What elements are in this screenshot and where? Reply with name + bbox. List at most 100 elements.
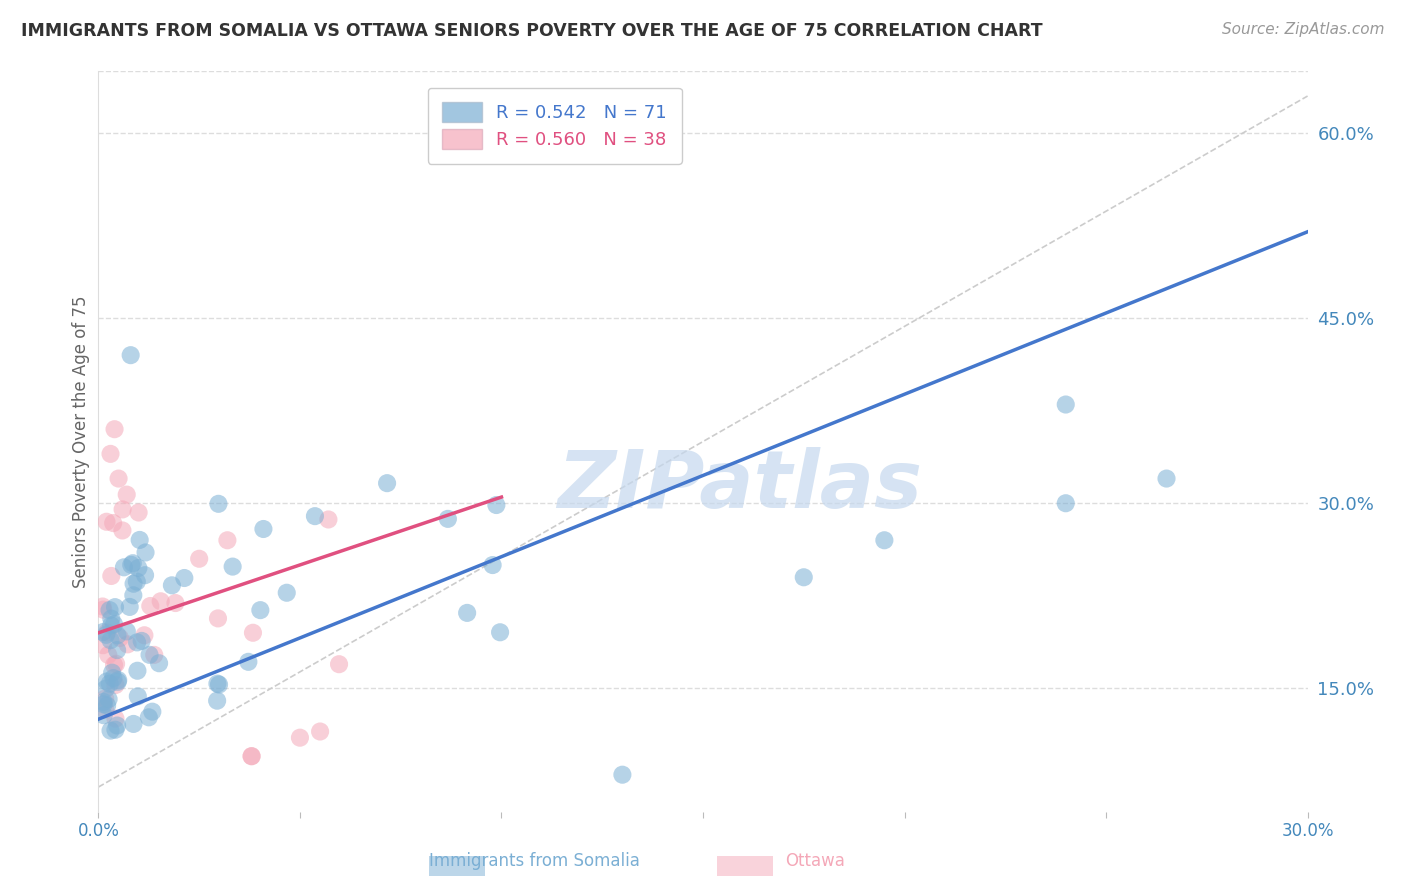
Point <box>97 648 120 662</box>
Point <box>103 422 125 436</box>
Point <box>111 524 134 538</box>
Point <box>105 643 128 657</box>
Point <box>103 658 125 673</box>
Point <box>93 698 115 712</box>
Point <box>131 634 153 648</box>
Point <box>103 671 125 685</box>
Point <box>143 648 166 662</box>
Text: Ottawa: Ottawa <box>786 852 845 870</box>
Point <box>107 628 129 642</box>
Point <box>165 596 187 610</box>
Point <box>1054 398 1077 412</box>
Text: ZIPatlas: ZIPatlas <box>557 447 922 525</box>
Point <box>100 447 122 461</box>
Point <box>91 602 114 616</box>
Point <box>107 673 129 687</box>
Point <box>138 710 160 724</box>
Point <box>104 678 127 692</box>
Point <box>105 718 128 732</box>
Point <box>112 560 135 574</box>
Point <box>93 695 115 709</box>
Point <box>101 516 124 530</box>
Point <box>240 749 263 764</box>
Point <box>100 723 122 738</box>
Point <box>96 625 118 640</box>
Point <box>481 558 503 572</box>
Point <box>793 570 815 584</box>
Point <box>217 533 239 548</box>
Legend: R = 0.542   N = 71, R = 0.560   N = 38: R = 0.542 N = 71, R = 0.560 N = 38 <box>427 87 682 163</box>
Point <box>104 723 127 737</box>
Point <box>148 657 170 671</box>
Point <box>97 692 120 706</box>
Point <box>134 568 156 582</box>
Point <box>318 512 340 526</box>
Y-axis label: Seniors Poverty Over the Age of 75: Seniors Poverty Over the Age of 75 <box>72 295 90 588</box>
Point <box>128 533 150 547</box>
Point <box>125 574 148 589</box>
Point <box>93 708 115 723</box>
Point <box>104 712 127 726</box>
Point <box>309 724 332 739</box>
Point <box>108 631 131 645</box>
Point <box>96 628 118 642</box>
Point <box>104 600 127 615</box>
Point <box>105 657 128 671</box>
Point <box>134 628 156 642</box>
Point <box>375 476 398 491</box>
Point <box>276 586 298 600</box>
Point <box>242 625 264 640</box>
Text: Source: ZipAtlas.com: Source: ZipAtlas.com <box>1222 22 1385 37</box>
Point <box>141 705 163 719</box>
Point <box>304 509 326 524</box>
Point <box>100 569 122 583</box>
Point <box>1054 496 1077 510</box>
Point <box>188 551 211 566</box>
Point <box>96 515 118 529</box>
Point <box>115 487 138 501</box>
Point <box>122 588 145 602</box>
Point <box>111 502 134 516</box>
Point <box>207 497 229 511</box>
Point <box>94 702 117 716</box>
Point <box>120 348 142 362</box>
Point <box>240 749 263 764</box>
Point <box>288 731 311 745</box>
Point <box>100 612 122 626</box>
Point <box>96 674 118 689</box>
Point <box>96 698 118 713</box>
Point <box>101 665 124 680</box>
Text: Immigrants from Somalia: Immigrants from Somalia <box>429 852 640 870</box>
Text: IMMIGRANTS FROM SOMALIA VS OTTAWA SENIORS POVERTY OVER THE AGE OF 75 CORRELATION: IMMIGRANTS FROM SOMALIA VS OTTAWA SENIOR… <box>21 22 1043 40</box>
Point <box>125 635 148 649</box>
Point <box>456 606 478 620</box>
Point <box>91 638 114 652</box>
Point <box>98 603 121 617</box>
Point <box>127 561 149 575</box>
Point <box>205 694 228 708</box>
Point <box>489 625 512 640</box>
Point <box>120 558 142 572</box>
Point <box>485 498 508 512</box>
Point <box>207 676 229 690</box>
Point <box>612 767 634 781</box>
Point <box>98 676 121 690</box>
Point <box>207 611 229 625</box>
Point <box>107 674 129 689</box>
Point <box>221 559 243 574</box>
Point <box>94 691 117 706</box>
Point <box>122 717 145 731</box>
Point <box>128 506 150 520</box>
Point <box>1156 471 1178 485</box>
Point <box>121 556 143 570</box>
Point <box>103 617 125 632</box>
Point <box>117 637 139 651</box>
Point <box>328 657 350 672</box>
Point <box>91 625 114 640</box>
Point <box>138 648 160 662</box>
Point <box>115 624 138 639</box>
Point <box>127 664 149 678</box>
Point <box>873 533 896 548</box>
Point <box>149 594 172 608</box>
Point <box>135 545 157 559</box>
